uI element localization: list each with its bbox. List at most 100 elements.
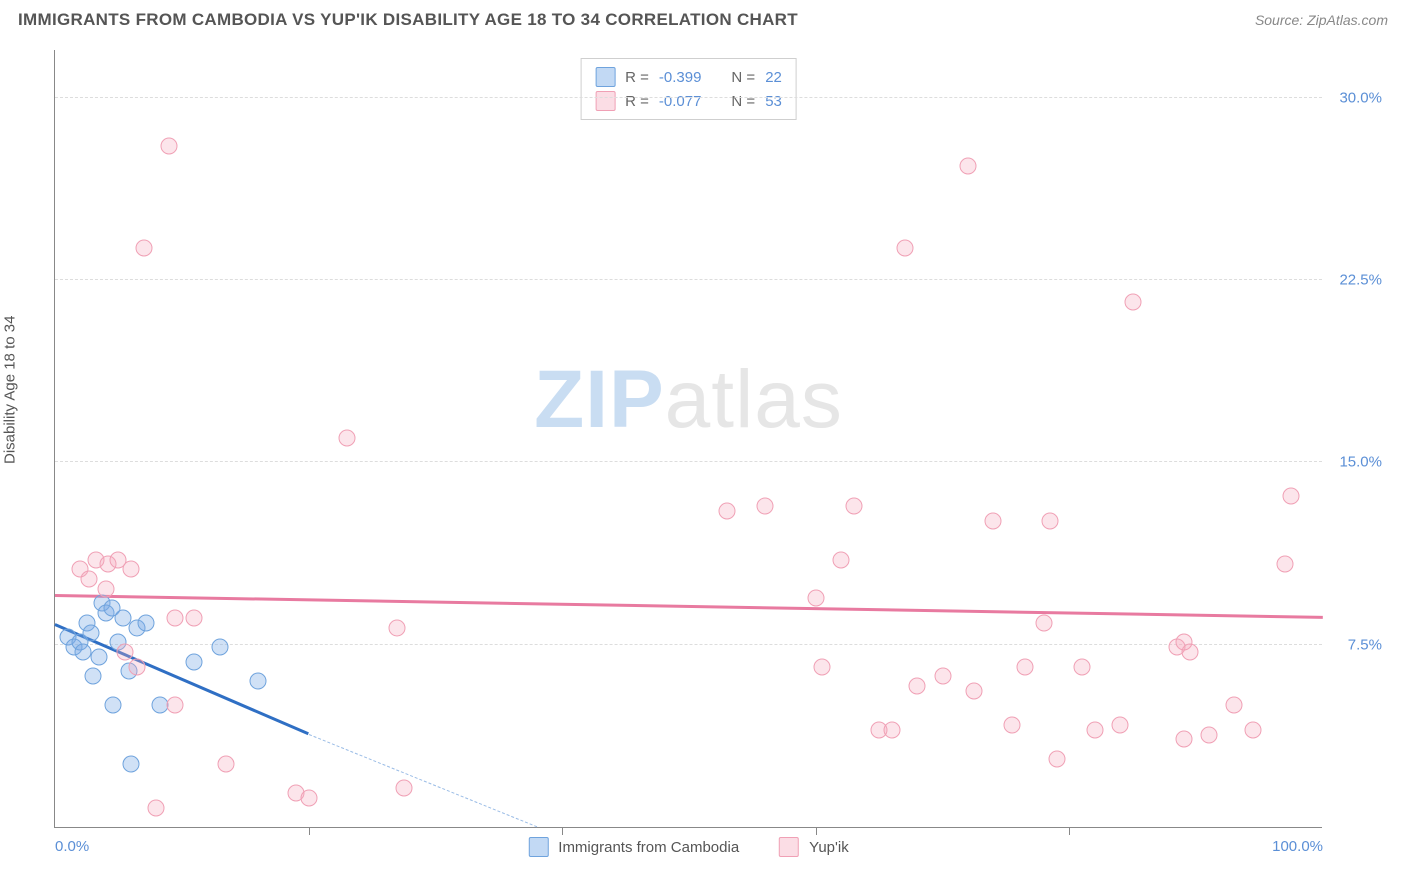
data-point	[959, 157, 976, 174]
watermark-atlas: atlas	[665, 354, 843, 445]
legend-label: Yup'ik	[809, 839, 849, 856]
r-label: R =	[625, 69, 649, 86]
data-point	[1004, 716, 1021, 733]
gridline	[55, 461, 1322, 462]
data-point	[74, 643, 91, 660]
watermark-zip: ZIP	[534, 354, 665, 445]
data-point	[909, 678, 926, 695]
gridline	[55, 97, 1322, 98]
x-tick	[1069, 827, 1070, 835]
x-tick	[309, 827, 310, 835]
series-legend: Immigrants from Cambodia Yup'ik	[528, 837, 848, 857]
data-point	[1036, 614, 1053, 631]
data-point	[1175, 731, 1192, 748]
data-point	[719, 502, 736, 519]
data-point	[985, 512, 1002, 529]
data-point	[395, 780, 412, 797]
legend-label: Immigrants from Cambodia	[558, 839, 739, 856]
n-label: N =	[731, 69, 755, 86]
data-point	[934, 668, 951, 685]
swatch-icon	[595, 67, 615, 87]
trendline-extrapolation	[308, 734, 537, 827]
data-point	[896, 240, 913, 257]
data-point	[129, 658, 146, 675]
data-point	[186, 653, 203, 670]
chart-header: IMMIGRANTS FROM CAMBODIA VS YUP'IK DISAB…	[0, 0, 1406, 36]
data-point	[1226, 697, 1243, 714]
swatch-icon	[595, 91, 615, 111]
y-tick-label: 22.5%	[1339, 271, 1382, 288]
trendline	[55, 594, 1323, 618]
data-point	[1048, 750, 1065, 767]
data-point	[123, 755, 140, 772]
data-point	[211, 639, 228, 656]
data-point	[123, 561, 140, 578]
data-point	[1245, 721, 1262, 738]
data-point	[167, 697, 184, 714]
swatch-icon	[779, 837, 799, 857]
data-point	[1200, 726, 1217, 743]
r-value: -0.077	[659, 93, 702, 110]
data-point	[757, 498, 774, 515]
correlation-legend: R = -0.399 N = 22 R = -0.077 N = 53	[580, 58, 797, 120]
r-label: R =	[625, 93, 649, 110]
data-point	[97, 580, 114, 597]
data-point	[833, 551, 850, 568]
data-point	[135, 240, 152, 257]
data-point	[807, 590, 824, 607]
x-tick-label: 0.0%	[55, 838, 89, 855]
y-tick-label: 15.0%	[1339, 454, 1382, 471]
data-point	[167, 609, 184, 626]
data-point	[81, 571, 98, 588]
chart-source: Source: ZipAtlas.com	[1255, 12, 1388, 28]
data-point	[814, 658, 831, 675]
data-point	[883, 721, 900, 738]
x-tick-label: 100.0%	[1272, 838, 1323, 855]
gridline	[55, 279, 1322, 280]
n-value: 22	[765, 69, 782, 86]
data-point	[338, 430, 355, 447]
data-point	[105, 697, 122, 714]
data-point	[91, 648, 108, 665]
data-point	[1276, 556, 1293, 573]
data-point	[161, 138, 178, 155]
y-axis-label: Disability Age 18 to 34	[2, 316, 19, 464]
data-point	[116, 643, 133, 660]
r-value: -0.399	[659, 69, 702, 86]
x-tick	[562, 827, 563, 835]
data-point	[1042, 512, 1059, 529]
data-point	[1074, 658, 1091, 675]
gridline	[55, 644, 1322, 645]
n-value: 53	[765, 93, 782, 110]
data-point	[82, 624, 99, 641]
data-point	[389, 619, 406, 636]
data-point	[1086, 721, 1103, 738]
data-point	[186, 609, 203, 626]
legend-item: Yup'ik	[779, 837, 849, 857]
n-label: N =	[731, 93, 755, 110]
data-point	[300, 789, 317, 806]
data-point	[148, 799, 165, 816]
data-point	[1175, 634, 1192, 651]
data-point	[845, 498, 862, 515]
data-point	[138, 614, 155, 631]
chart-title: IMMIGRANTS FROM CAMBODIA VS YUP'IK DISAB…	[18, 10, 798, 30]
watermark: ZIPatlas	[534, 353, 843, 447]
data-point	[1112, 716, 1129, 733]
data-point	[1124, 293, 1141, 310]
data-point	[218, 755, 235, 772]
swatch-icon	[528, 837, 548, 857]
correlation-row: R = -0.399 N = 22	[595, 65, 782, 89]
data-point	[1017, 658, 1034, 675]
data-point	[85, 668, 102, 685]
data-point	[249, 673, 266, 690]
data-point	[966, 682, 983, 699]
plot-region: ZIPatlas R = -0.399 N = 22 R = -0.077 N …	[54, 50, 1322, 828]
x-tick	[816, 827, 817, 835]
correlation-row: R = -0.077 N = 53	[595, 89, 782, 113]
y-tick-label: 7.5%	[1348, 636, 1382, 653]
data-point	[1283, 488, 1300, 505]
y-tick-label: 30.0%	[1339, 89, 1382, 106]
legend-item: Immigrants from Cambodia	[528, 837, 739, 857]
chart-area: Disability Age 18 to 34 ZIPatlas R = -0.…	[18, 44, 1388, 884]
